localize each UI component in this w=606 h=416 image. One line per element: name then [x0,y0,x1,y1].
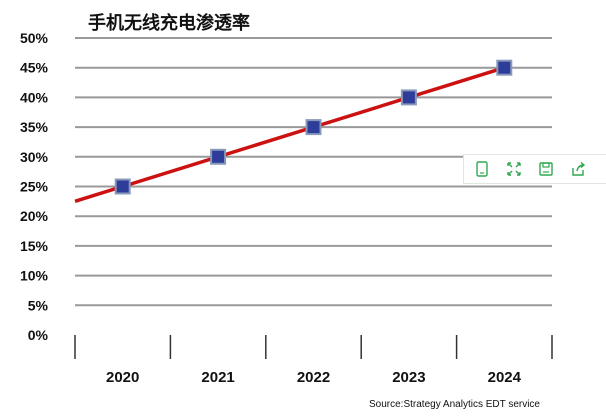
y-tick-label: 0% [28,327,49,343]
y-tick-label: 25% [20,179,49,195]
data-point-marker [496,59,513,76]
grid-lines [75,37,552,307]
y-tick-label: 35% [20,119,49,135]
x-tick-label: 2022 [297,369,330,386]
fullscreen-icon[interactable] [502,157,526,181]
save-icon[interactable] [534,157,558,181]
y-tick-label: 45% [20,60,49,76]
share-icon[interactable] [566,157,590,181]
series-group [74,59,513,204]
source-note: Source:Strategy Analytics EDT service [369,399,540,410]
x-tick-label: 2021 [201,369,234,386]
phone-icon[interactable] [470,157,494,181]
trend-line [74,66,505,204]
y-tick-label: 40% [20,89,49,105]
x-axis: 2020 2021 2022 2023 2024 [74,335,553,386]
chart-toolbar [463,154,606,184]
y-tick-label: 15% [20,238,49,254]
x-tick-label: 2024 [488,369,522,386]
y-tick-label: 20% [20,208,49,224]
y-tick-label: 5% [28,297,49,313]
x-tick-label: 2023 [392,369,425,386]
y-tick-label: 30% [20,149,49,165]
data-point-marker [400,89,417,106]
y-tick-label: 50% [20,30,49,46]
x-tick-label: 2020 [106,369,139,386]
y-axis-labels: 0% 5% 10% 15% 20% 25% 30% 35% 40% 45% 50% [20,30,49,343]
chart-title: 手机无线充电渗透率 [88,12,250,34]
data-point-marker [114,178,131,195]
data-point-marker [305,119,322,136]
y-tick-label: 10% [20,268,49,284]
data-point-marker [210,148,227,165]
